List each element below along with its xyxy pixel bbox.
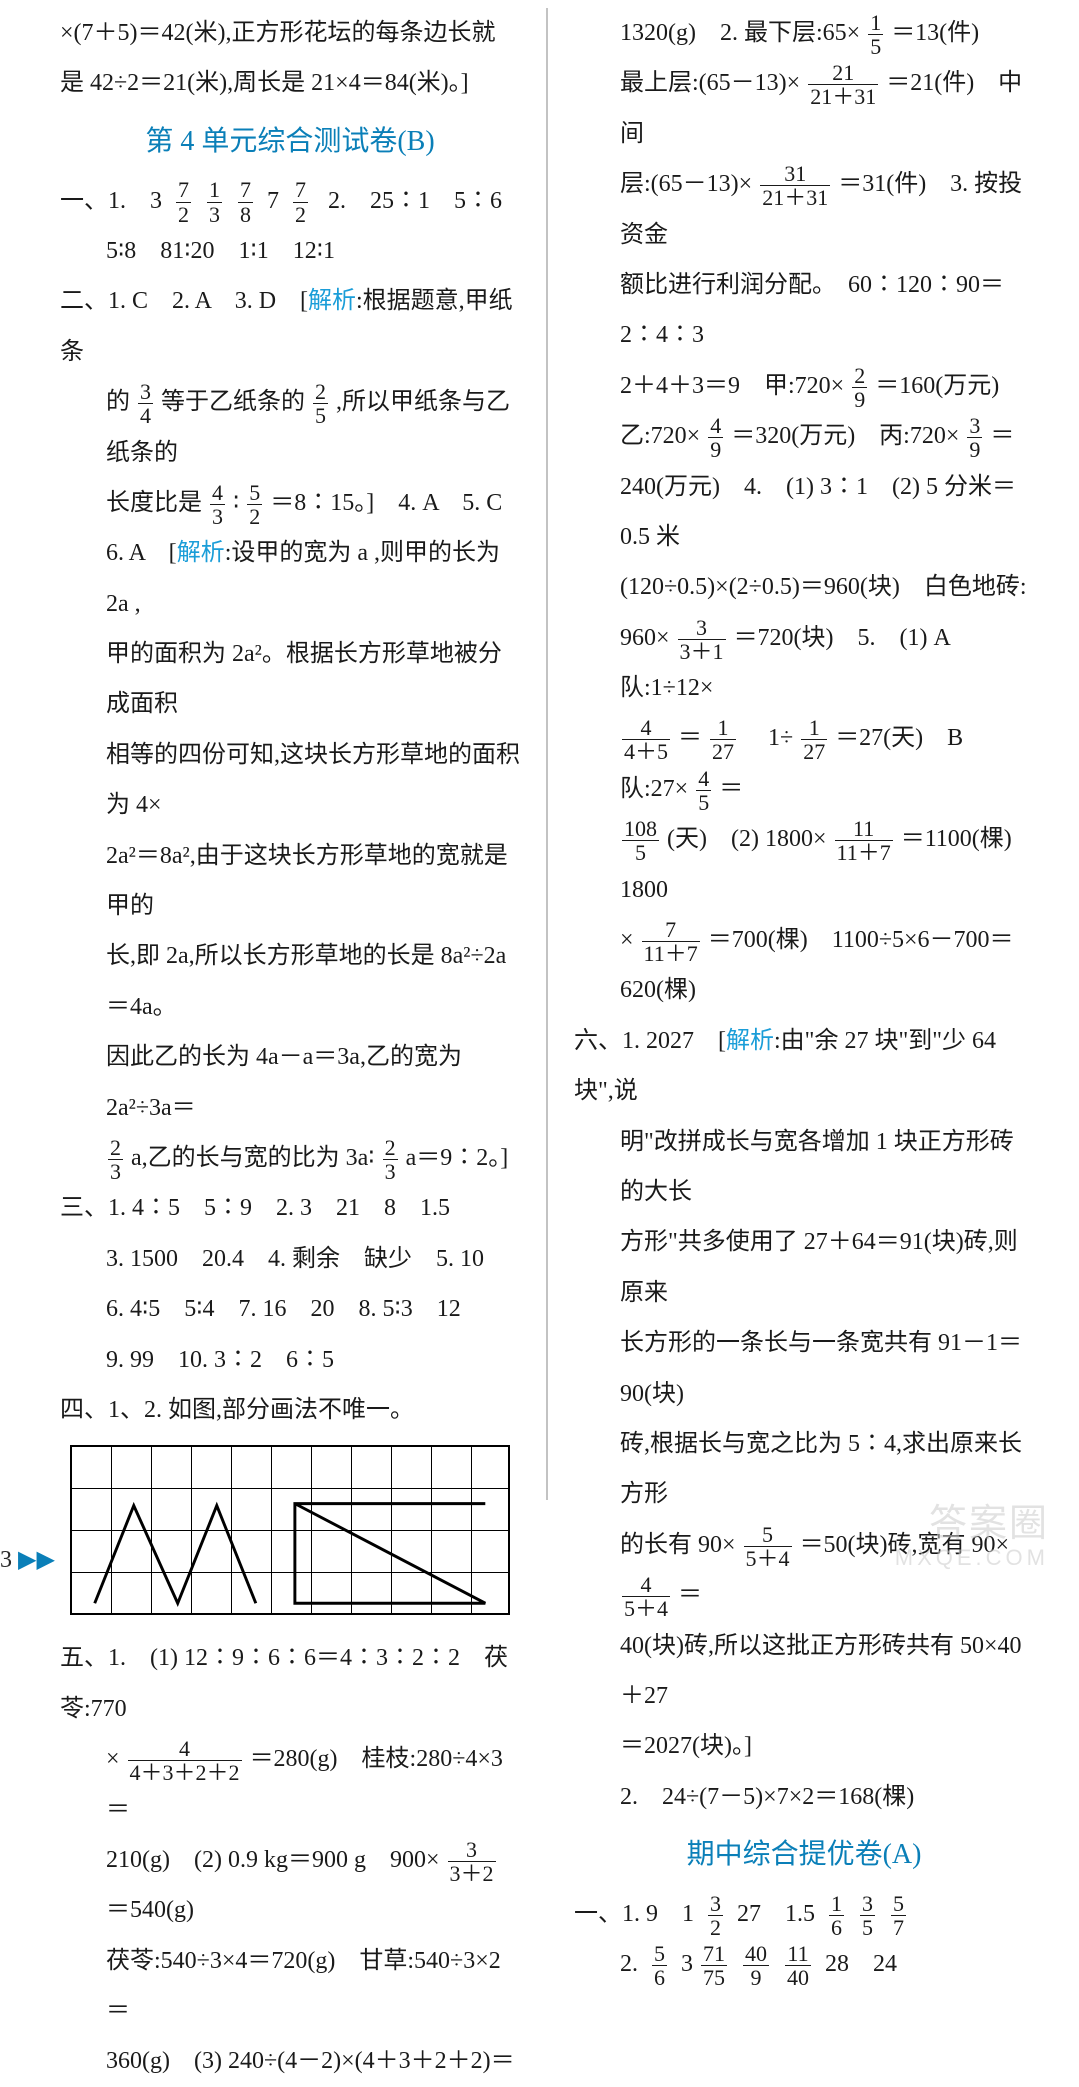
text-line: 最上层:(65－13)× 2121＋31 ＝21(件) 中间 (574, 58, 1034, 159)
text-line: 二、1. C 2. A 3. D [解析:根据题意,甲纸条 (60, 276, 520, 377)
text-line: 23 a,乙的长与宽的比为 3a∶ 23 a＝9∶2。] (60, 1133, 520, 1183)
text-line: 方形"共多使用了 27＋64＝91(块)砖,则原来 (574, 1217, 1034, 1318)
analysis-label: 解析 (726, 1028, 774, 1054)
text-line: 2＋4＋3＝9 甲:720× 29 ＝160(万元) (574, 361, 1034, 411)
text-line: 240(万元) 4. (1) 3∶1 (2) 5 分米＝0.5 米 (574, 462, 1034, 563)
text-line: 六、1. 2027 [解析:由"余 27 块"到"少 64 块",说 (574, 1016, 1034, 1117)
left-column: ×(7＋5)＝42(米),正方形花坛的每条边长就 是 42÷2＝21(米),周长… (60, 8, 520, 1500)
text-line: 9. 99 10. 3∶2 6∶5 (60, 1335, 520, 1385)
text-line: × 711＋7 ＝700(棵) 1100÷5×6－700＝ (574, 915, 1034, 965)
section-title-unit4b: 第 4 单元综合测试卷(B) (60, 113, 520, 172)
text-line: 的 34 等于乙纸条的 25 ,所以甲纸条与乙纸条的 (60, 377, 520, 478)
text-line: 3. 1500 20.4 4. 剩余 缺少 5. 10 (60, 1234, 520, 1284)
text-line: × 44＋3＋2＋2 ＝280(g) 桂枝:280÷4×3＝ (60, 1734, 520, 1835)
text-line: 5∶8 81∶20 1∶1 12∶1 (60, 226, 520, 276)
text-line: 额比进行利润分配。 60∶120∶90＝2∶4∶3 (574, 260, 1034, 361)
right-column: 1320(g) 2. 最下层:65× 15 ＝13(件) 最上层:(65－13)… (574, 8, 1034, 1500)
grid-diagram (70, 1445, 510, 1615)
text-line: 44＋5 ＝ 127 1÷ 127 ＝27(天) B 队:27× 45 ＝ (574, 713, 1034, 814)
text-line: 长,即 2a,所以长方形草地的长是 8a²÷2a＝4a。 (60, 931, 520, 1032)
text-line: 茯苓:540÷3×4＝720(g) 甘草:540÷3×2＝ (60, 1936, 520, 2037)
section-title-midterm-a: 期中综合提优卷(A) (574, 1826, 1034, 1885)
analysis-label: 解析 (177, 540, 225, 566)
text-line: 是 42÷2＝21(米),周长是 21×4＝84(米)。] (60, 58, 520, 108)
text-line: 长方形的一条长与一条宽共有 91－1＝90(块) (574, 1318, 1034, 1419)
text-line: 40(块)砖,所以这批正方形砖共有 50×40＋27 (574, 1621, 1034, 1722)
text-line: 6. 4∶5 5∶4 7. 16 20 8. 5∶3 12 (60, 1284, 520, 1334)
text-line: 2a²＝8a²,由于这块长方形草地的宽就是甲的 (60, 831, 520, 932)
text-line: 四、1、2. 如图,部分画法不唯一。 (60, 1385, 520, 1435)
text-line: 960× 33＋1 ＝720(块) 5. (1) A 队:1÷12× (574, 613, 1034, 714)
text-line: 长度比是 43 ∶ 52 ＝8∶15。] 4. A 5. C (60, 478, 520, 528)
text-line: 1320(g) 2. 最下层:65× 15 ＝13(件) (574, 8, 1034, 58)
page-number: 3 ▶▶ (0, 1545, 55, 1574)
text-line: 360(g) (3) 240÷(4－2)×(4＋3＋2＋2)＝ (60, 2036, 520, 2086)
text-line: 2. 56 3 7175 409 1140 28 24 (574, 1939, 1034, 1989)
text-line: 明"改拼成长与宽各增加 1 块正方形砖的大长 (574, 1117, 1034, 1218)
text-line: ＝2027(块)。] (574, 1721, 1034, 1771)
text-line: 一、1. 9 1 32 27 1.5 16 35 57 (574, 1889, 1034, 1939)
analysis-label: 解析 (308, 288, 356, 314)
arrow-icon: ▶▶ (18, 1547, 55, 1573)
text-line: (120÷0.5)×(2÷0.5)＝960(块) 白色地砖: (574, 562, 1034, 612)
text-line: 一、1. 3 72 13 78 7 72 2. 25∶1 5∶6 (60, 176, 520, 226)
column-divider (546, 8, 548, 1500)
text-line: 1085 (天) (2) 1800× 1111＋7 ＝1100(棵) 1800 (574, 814, 1034, 915)
text-line: 甲的面积为 2a²。根据长方形草地被分成面积 (60, 629, 520, 730)
text-line: 相等的四份可知,这块长方形草地的面积为 4× (60, 730, 520, 831)
watermark: 答案圈 MXQE.COM (895, 1504, 1049, 1570)
text-line: 因此乙的长为 4a－a＝3a,乙的宽为 2a²÷3a＝ (60, 1032, 520, 1133)
text-line: 三、1. 4∶5 5∶9 2. 3 21 8 1.5 (60, 1183, 520, 1233)
text-line: 2. 24÷(7－5)×7×2＝168(棵) (574, 1772, 1034, 1822)
text-line: 6. A [解析:设甲的宽为 a ,则甲的长为 2a , (60, 528, 520, 629)
text-line: ×(7＋5)＝42(米),正方形花坛的每条边长就 (60, 8, 520, 58)
text-line: 210(g) (2) 0.9 kg＝900 g 900× 33＋2 ＝540(g… (60, 1835, 520, 1936)
text-line: 五、1. (1) 12∶9∶6∶6＝4∶3∶2∶2 茯苓:770 (60, 1633, 520, 1734)
text-line: 620(棵) (574, 965, 1034, 1015)
text-line: 乙:720× 49 ＝320(万元) 丙:720× 39 ＝ (574, 411, 1034, 461)
text-line: 层:(65－13)× 3121＋31 ＝31(件) 3. 按投资金 (574, 159, 1034, 260)
